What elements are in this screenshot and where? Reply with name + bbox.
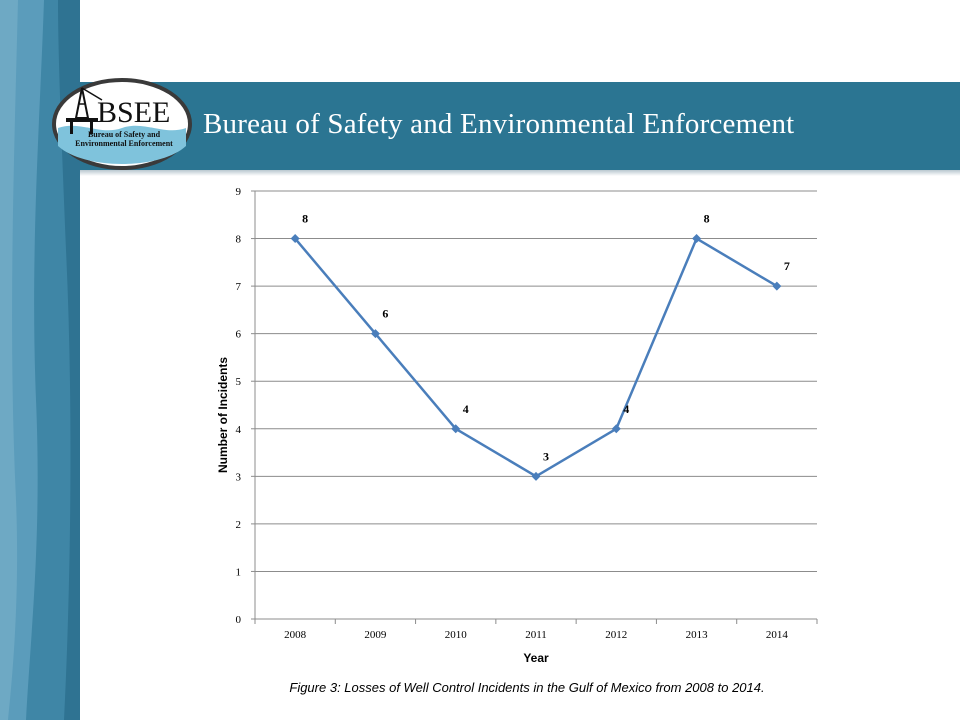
x-tick-label: 2011 — [525, 629, 547, 641]
y-tick-label: 6 — [236, 329, 242, 341]
x-tick-label: 2010 — [445, 629, 468, 641]
x-axis-title: Year — [523, 651, 549, 665]
y-tick-label: 1 — [236, 566, 242, 578]
y-tick-label: 4 — [236, 424, 242, 436]
figure-caption: Figure 3: Losses of Well Control Inciden… — [289, 680, 765, 695]
bsee-logo: BSEE Bureau of Safety and Environmental … — [50, 74, 198, 176]
x-tick-label: 2012 — [605, 629, 627, 641]
page-title: Bureau of Safety and Environmental Enfor… — [203, 108, 795, 140]
data-label: 8 — [704, 212, 710, 226]
y-tick-label: 7 — [236, 281, 242, 293]
y-axis-title: Number of Incidents — [216, 357, 230, 473]
data-point-marker — [531, 471, 541, 481]
data-point-marker — [692, 234, 702, 244]
x-tick-label: 2014 — [766, 629, 789, 641]
data-label: 3 — [543, 449, 549, 463]
data-point-marker — [290, 234, 300, 244]
data-label: 8 — [302, 212, 308, 226]
data-point-marker — [451, 424, 461, 434]
data-label: 4 — [623, 402, 629, 416]
data-point-marker — [772, 281, 782, 291]
x-tick-label: 2013 — [686, 629, 709, 641]
x-tick-label: 2009 — [364, 629, 387, 641]
data-label: 7 — [784, 259, 790, 273]
y-tick-label: 8 — [236, 234, 242, 246]
oil-rig-icon — [66, 87, 103, 134]
data-label: 4 — [463, 402, 469, 416]
banner-shadow — [80, 170, 960, 176]
y-tick-label: 9 — [236, 186, 242, 198]
data-label: 6 — [382, 307, 388, 321]
series-line — [294, 237, 778, 478]
y-tick-label: 5 — [236, 376, 242, 388]
y-tick-label: 2 — [236, 519, 242, 531]
header-banner — [80, 82, 960, 170]
x-tick-label: 2008 — [284, 629, 307, 641]
data-point-marker — [370, 329, 380, 339]
data-point-marker — [611, 424, 621, 434]
logo-text: BSEE — [97, 96, 170, 129]
y-tick-label: 3 — [236, 471, 242, 483]
logo-subtitle: Bureau of Safety and Environmental Enfor… — [75, 130, 173, 148]
y-tick-label: 0 — [236, 614, 242, 626]
